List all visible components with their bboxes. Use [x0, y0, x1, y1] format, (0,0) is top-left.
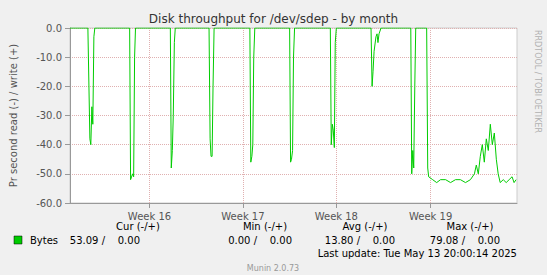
svg-text:Cur (-/+): Cur (-/+): [116, 221, 160, 232]
svg-text:Week 19: Week 19: [409, 211, 452, 222]
svg-text:Week 17: Week 17: [221, 211, 264, 222]
svg-text:Disk throughput for /dev/sdep: Disk throughput for /dev/sdep - by month: [149, 12, 398, 26]
svg-text:Week 18: Week 18: [315, 211, 358, 222]
svg-text:0.0: 0.0: [46, 23, 62, 34]
svg-text:Bytes: Bytes: [30, 235, 58, 246]
svg-text:13.80 / 0.00: 13.80 / 0.00: [325, 235, 395, 246]
svg-text:-30.0: -30.0: [36, 110, 62, 121]
svg-text:-50.0: -50.0: [36, 168, 62, 179]
svg-text:Last update: Tue May 13 20:00:: Last update: Tue May 13 20:00:14 2025: [318, 248, 517, 259]
svg-text:RRDTOOL / TOBI OETIKER: RRDTOOL / TOBI OETIKER: [533, 30, 542, 133]
svg-text:Max (-/+): Max (-/+): [446, 221, 493, 232]
svg-text:0.00 / 0.00: 0.00 / 0.00: [228, 235, 292, 246]
svg-text:79.08 / 0.00: 79.08 / 0.00: [430, 235, 500, 246]
svg-text:Munin 2.0.73: Munin 2.0.73: [247, 264, 299, 273]
svg-text:53.09 / 0.00: 53.09 / 0.00: [70, 235, 140, 246]
svg-text:Week 16: Week 16: [128, 211, 171, 222]
svg-text:-10.0: -10.0: [36, 52, 62, 63]
svg-text:Avg (-/+): Avg (-/+): [343, 221, 388, 232]
svg-text:Pr second read (-) / write (+): Pr second read (-) / write (+): [8, 44, 19, 187]
svg-text:-40.0: -40.0: [36, 139, 62, 150]
svg-text:Min (-/+): Min (-/+): [243, 221, 287, 232]
svg-text:-20.0: -20.0: [36, 81, 62, 92]
svg-text:-60.0: -60.0: [36, 198, 62, 209]
